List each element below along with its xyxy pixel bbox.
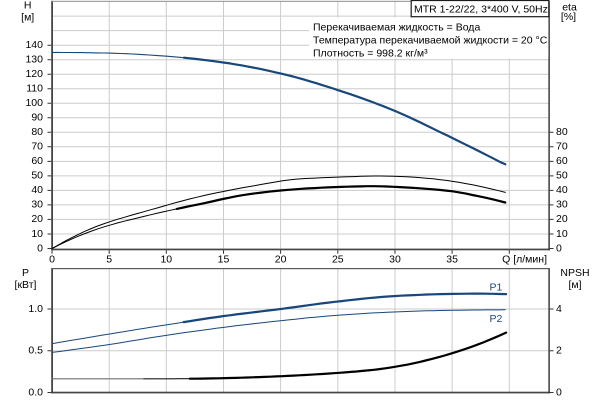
svg-text:20: 20 <box>275 254 287 266</box>
svg-text:50: 50 <box>556 170 568 182</box>
svg-text:10: 10 <box>556 228 568 240</box>
svg-text:1.0: 1.0 <box>28 303 43 315</box>
svg-text:20: 20 <box>556 213 568 225</box>
svg-text:[%]: [%] <box>561 11 576 23</box>
svg-text:Температура перекачиваемой жид: Температура перекачиваемой жидкости = 20… <box>313 34 548 46</box>
svg-text:20: 20 <box>31 213 43 225</box>
svg-text:Перекачиваемая жидкость = Вода: Перекачиваемая жидкость = Вода <box>313 21 480 33</box>
svg-text:50: 50 <box>31 170 43 182</box>
svg-text:35: 35 <box>446 254 458 266</box>
svg-text:P1: P1 <box>490 282 503 294</box>
svg-text:10: 10 <box>31 228 43 240</box>
svg-text:0.0: 0.0 <box>28 386 43 398</box>
svg-text:60: 60 <box>31 155 43 167</box>
svg-text:70: 70 <box>31 141 43 153</box>
svg-text:5: 5 <box>106 254 112 266</box>
svg-text:NPSH: NPSH <box>560 267 589 279</box>
svg-text:100: 100 <box>25 97 43 109</box>
svg-text:25: 25 <box>332 254 344 266</box>
svg-text:140: 140 <box>25 39 43 51</box>
svg-text:130: 130 <box>25 54 43 66</box>
svg-text:[м]: [м] <box>21 12 34 24</box>
svg-text:70: 70 <box>556 141 568 153</box>
svg-text:40: 40 <box>556 184 568 196</box>
svg-text:15: 15 <box>218 254 230 266</box>
svg-text:10: 10 <box>160 254 172 266</box>
svg-text:P2: P2 <box>490 313 503 325</box>
svg-text:110: 110 <box>26 83 43 95</box>
svg-text:H: H <box>24 0 32 12</box>
svg-text:80: 80 <box>556 126 568 138</box>
svg-text:eta: eta <box>562 2 577 14</box>
svg-text:P: P <box>22 267 29 279</box>
svg-text:30: 30 <box>31 199 43 211</box>
svg-text:40: 40 <box>31 184 43 196</box>
svg-text:30: 30 <box>556 199 568 211</box>
svg-text:[м]: [м] <box>568 279 581 291</box>
svg-text:0: 0 <box>556 242 562 254</box>
svg-text:0: 0 <box>556 386 562 398</box>
svg-text:4: 4 <box>556 303 562 315</box>
svg-text:Плотность = 998.2 кг/м³: Плотность = 998.2 кг/м³ <box>313 47 428 59</box>
svg-text:80: 80 <box>31 126 43 138</box>
svg-text:120: 120 <box>25 68 43 80</box>
svg-text:0: 0 <box>37 242 43 254</box>
svg-text:0: 0 <box>49 254 55 266</box>
svg-text:Q [л/мин]: Q [л/мин] <box>502 254 547 266</box>
svg-text:2: 2 <box>556 345 562 357</box>
svg-text:[кВт]: [кВт] <box>15 279 37 291</box>
svg-text:MTR 1-22/22, 3*400 V, 50Hz: MTR 1-22/22, 3*400 V, 50Hz <box>414 3 548 15</box>
svg-text:0.5: 0.5 <box>28 345 43 357</box>
svg-text:60: 60 <box>556 155 568 167</box>
svg-text:30: 30 <box>389 254 401 266</box>
svg-text:90: 90 <box>31 112 43 124</box>
